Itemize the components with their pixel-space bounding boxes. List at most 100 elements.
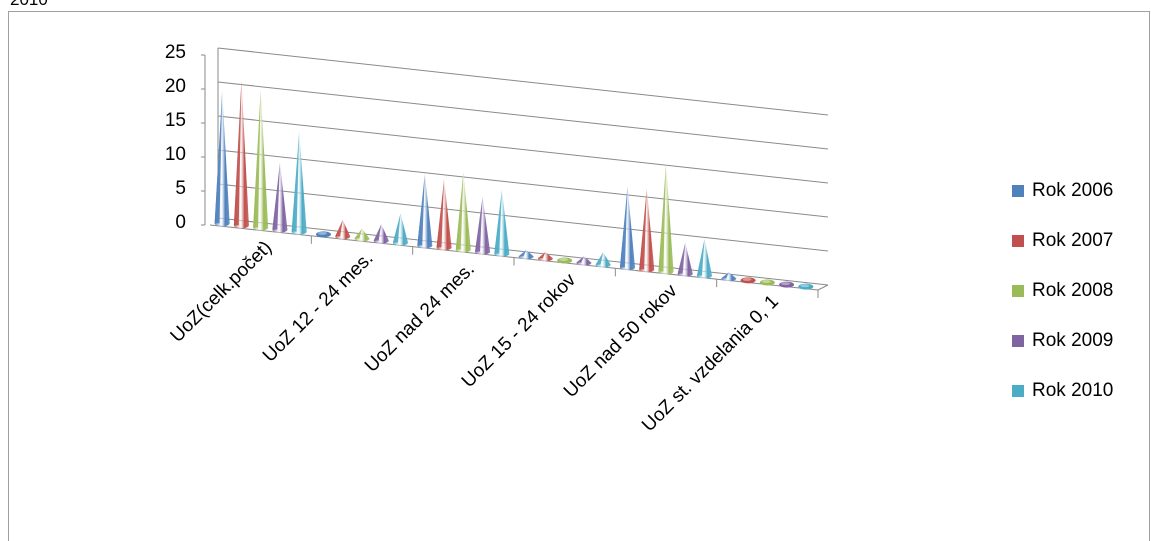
cone-flat xyxy=(779,281,795,288)
legend-item-rok-2010: Rok 2010 xyxy=(1012,366,1142,416)
cone-mark xyxy=(417,173,433,249)
cone-shade xyxy=(619,186,628,268)
cone-body xyxy=(518,249,534,260)
cone-mark xyxy=(315,231,331,238)
cone-shade xyxy=(253,89,261,228)
x-category-label: UoZ nad 50 rokov xyxy=(560,280,682,402)
legend-label: Rok 2008 xyxy=(1032,280,1114,301)
cone-shade xyxy=(537,252,546,259)
cone-shade xyxy=(518,249,527,257)
cone-shade xyxy=(354,228,362,239)
cone-body xyxy=(373,224,389,244)
legend-item-rok-2009: Rok 2009 xyxy=(1012,316,1142,366)
cone-body xyxy=(335,219,351,240)
cone-shade xyxy=(595,252,604,265)
cone-shade xyxy=(373,224,382,241)
cones xyxy=(214,80,814,290)
cone-mark xyxy=(619,186,635,271)
cone-mark xyxy=(779,281,795,288)
cone-shade xyxy=(658,163,666,272)
cone-body xyxy=(354,228,370,242)
cone-mark xyxy=(677,242,693,277)
cone-shade xyxy=(417,173,425,246)
y-tick-label: 5 xyxy=(175,178,186,199)
cone-mark xyxy=(518,249,534,260)
cone-mark xyxy=(214,91,230,227)
legend-item-rok-2007: Rok 2007 xyxy=(1012,216,1142,266)
cone-mark xyxy=(537,252,553,262)
gridline xyxy=(217,47,829,116)
legend-label: Rok 2010 xyxy=(1032,380,1114,401)
y-tick-label: 15 xyxy=(165,110,186,131)
legend: Rok 2006 Rok 2007 Rok 2008 Rok 2009 Rok … xyxy=(1012,166,1142,416)
cone-shade xyxy=(272,162,280,230)
y-tick-label: 20 xyxy=(165,76,186,97)
cone-flat-highlight xyxy=(317,231,327,235)
cone-shade xyxy=(393,213,401,243)
y-tick-label: 10 xyxy=(165,144,186,165)
cone-mark xyxy=(291,131,307,235)
cone-body xyxy=(721,272,737,282)
cone-mark xyxy=(272,162,288,233)
cone-shade xyxy=(436,179,445,248)
cone-flat xyxy=(557,257,573,264)
x-category-label: UoZ 15 - 24 rokov xyxy=(458,269,581,392)
x-category-label: UoZ 12 - 24 mes. xyxy=(259,248,378,367)
cone-mark xyxy=(494,189,510,257)
cone-shade xyxy=(455,171,464,250)
cone-mark xyxy=(373,224,389,244)
cone-shade xyxy=(291,131,300,232)
cone-shade xyxy=(233,80,242,226)
cone-mark xyxy=(595,252,611,268)
y-tick-label: 0 xyxy=(175,212,186,233)
cone-flat xyxy=(315,231,331,238)
cone-flat xyxy=(759,279,775,286)
cone-mark xyxy=(455,171,471,253)
cone-mark xyxy=(740,277,756,284)
legend-swatch xyxy=(1012,285,1024,297)
legend-swatch xyxy=(1012,235,1024,247)
cone-flat-highlight xyxy=(800,284,810,288)
cone-mark xyxy=(393,213,409,246)
cone-flat-highlight xyxy=(742,277,752,281)
legend-label: Rok 2007 xyxy=(1032,230,1114,251)
cone-shade xyxy=(639,188,647,270)
cone-shade xyxy=(576,256,584,263)
cone-mark xyxy=(475,196,491,255)
cone-mark xyxy=(576,256,592,266)
legend-item-rok-2008: Rok 2008 xyxy=(1012,266,1142,316)
legend-swatch xyxy=(1012,385,1024,397)
legend-label: Rok 2006 xyxy=(1032,180,1114,201)
legend-item-rok-2006: Rok 2006 xyxy=(1012,166,1142,216)
gridline xyxy=(217,217,829,286)
cone-mark xyxy=(658,163,674,275)
legend-swatch xyxy=(1012,185,1024,197)
cone-flat-highlight xyxy=(559,258,569,261)
cone-flat xyxy=(798,283,814,290)
cone-shade xyxy=(494,189,502,254)
x-category-label: UoZ nad 24 mes. xyxy=(361,259,479,377)
cone-mark xyxy=(335,219,351,240)
x-category-label: UoZ(celk.počet) xyxy=(167,237,277,347)
gridline xyxy=(217,183,829,252)
cone-flat-highlight xyxy=(781,282,791,286)
cone-mark xyxy=(436,179,452,251)
gridline xyxy=(217,149,829,218)
cone-flat xyxy=(740,277,756,284)
clipped-title-fragment: 2010 xyxy=(10,0,48,10)
floor-right-edge xyxy=(817,284,829,291)
cone-mark xyxy=(233,80,249,229)
cone-shade xyxy=(335,219,343,237)
chart-area xyxy=(8,11,1150,541)
gridline xyxy=(217,115,829,184)
labels: 0 5 10 15 20 25 UoZ(celk.počet)UoZ 12 - 24 mes… xyxy=(165,42,783,436)
y-tick-label: 25 xyxy=(165,42,186,63)
cone-mark xyxy=(697,238,713,279)
cone-shade xyxy=(697,238,705,276)
cone-mark xyxy=(557,257,573,264)
cone-mark xyxy=(798,283,814,290)
gridlines xyxy=(217,47,829,286)
cone-mark xyxy=(759,279,775,286)
legend-swatch xyxy=(1012,335,1024,347)
